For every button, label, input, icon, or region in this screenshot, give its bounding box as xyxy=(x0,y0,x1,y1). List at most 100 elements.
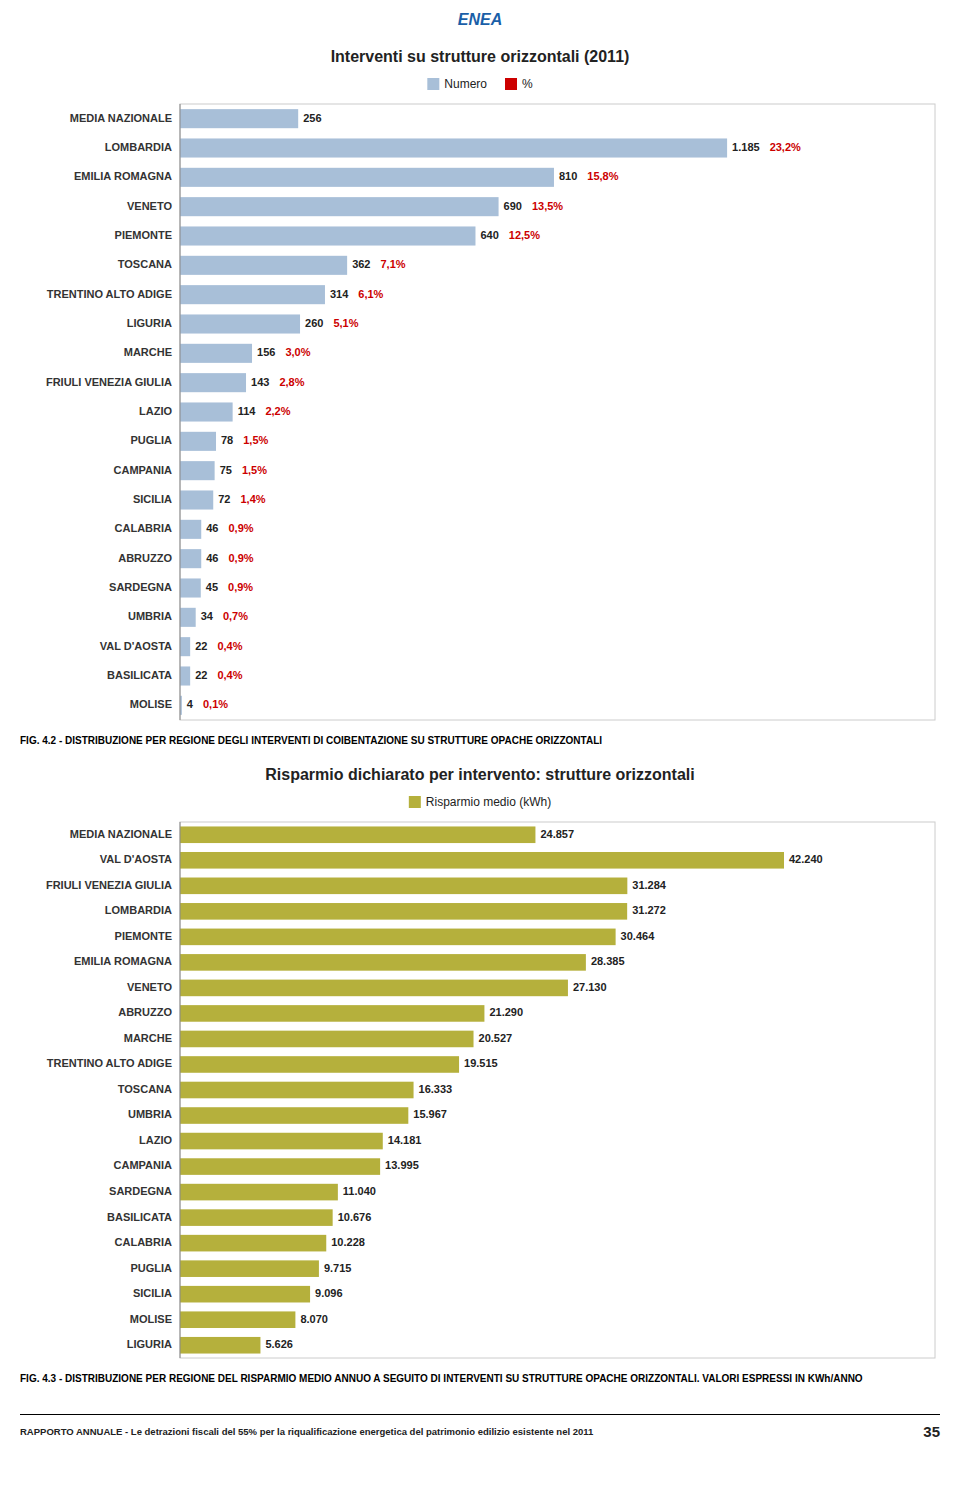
footer-text: RAPPORTO ANNUALE - Le detrazioni fiscali… xyxy=(20,1426,593,1437)
value-label: 27.130 xyxy=(573,981,607,993)
value-label: 22 xyxy=(195,669,207,681)
bar xyxy=(180,1005,484,1022)
category-label: FRIULI VENEZIA GIULIA xyxy=(46,376,172,388)
value-label: 13.995 xyxy=(385,1159,419,1171)
category-label: UMBRIA xyxy=(128,610,172,622)
category-label: CALABRIA xyxy=(115,522,172,534)
value-label: 256 xyxy=(303,112,321,124)
value-label: 24.857 xyxy=(540,828,574,840)
value-label: 75 xyxy=(220,464,232,476)
value-label: 10.228 xyxy=(331,1236,365,1248)
data-labels: 24.85742.24031.28431.27230.46428.38527.1… xyxy=(265,828,822,1350)
value-label: 45 xyxy=(206,581,218,593)
value-label: 9.715 xyxy=(324,1262,352,1274)
value-label: 690 xyxy=(504,200,522,212)
bar xyxy=(180,1031,474,1048)
value-label: 19.515 xyxy=(464,1057,498,1069)
bar xyxy=(180,373,246,392)
value-label: 4 xyxy=(187,698,194,710)
category-label: VAL D'AOSTA xyxy=(100,640,172,652)
category-label: SICILIA xyxy=(133,1287,172,1299)
plot-frame xyxy=(180,104,935,720)
category-label: CAMPANIA xyxy=(114,464,173,476)
category-label: CALABRIA xyxy=(115,1236,172,1248)
category-label: VENETO xyxy=(127,200,172,212)
value-label: 46 xyxy=(206,552,218,564)
value-label: 46 xyxy=(206,522,218,534)
bar xyxy=(180,197,499,216)
category-label: MOLISE xyxy=(130,698,172,710)
bar xyxy=(180,1107,408,1124)
header: ENEA xyxy=(0,0,960,40)
bar xyxy=(180,520,201,539)
bar xyxy=(180,1184,338,1201)
chart-title: Risparmio dichiarato per intervento: str… xyxy=(265,766,694,783)
bar xyxy=(180,490,213,509)
bar xyxy=(180,1286,310,1303)
category-label: MOLISE xyxy=(130,1313,172,1325)
category-label: PUGLIA xyxy=(130,434,172,446)
caption: FIG. 4.2 - DISTRIBUZIONE PER REGIONE DEG… xyxy=(0,730,960,758)
value-label: 260 xyxy=(305,317,323,329)
legend-label: Risparmio medio (kWh) xyxy=(426,795,551,809)
percent-label: 1,5% xyxy=(242,464,267,476)
percent-label: 3,0% xyxy=(285,346,310,358)
axis-line xyxy=(180,822,181,1358)
category-label: FRIULI VENEZIA GIULIA xyxy=(46,879,172,891)
legend: Numero% xyxy=(427,77,533,91)
category-label: VENETO xyxy=(127,981,172,993)
percent-label: 0,4% xyxy=(217,669,242,681)
category-label: TRENTINO ALTO ADIGE xyxy=(47,288,172,300)
category-label: LOMBARDIA xyxy=(105,904,172,916)
value-label: 15.967 xyxy=(413,1108,447,1120)
bar xyxy=(180,954,586,971)
category-label: TOSCANA xyxy=(118,258,172,270)
value-label: 21.290 xyxy=(489,1006,523,1018)
value-label: 22 xyxy=(195,640,207,652)
category-label: UMBRIA xyxy=(128,1108,172,1120)
bar xyxy=(180,432,216,451)
value-label: 9.096 xyxy=(315,1287,343,1299)
value-label: 28.385 xyxy=(591,955,625,967)
category-label: MARCHE xyxy=(124,1032,172,1044)
plot-frame xyxy=(180,822,935,1358)
value-label: 8.070 xyxy=(300,1313,328,1325)
legend-swatch xyxy=(409,796,421,808)
legend-swatch xyxy=(427,78,439,90)
value-label: 42.240 xyxy=(789,853,823,865)
percent-label: 0,7% xyxy=(223,610,248,622)
bar xyxy=(180,929,616,946)
category-label: TOSCANA xyxy=(118,1083,172,1095)
percent-label: 0,9% xyxy=(228,552,253,564)
percent-label: 12,5% xyxy=(509,229,540,241)
value-label: 34 xyxy=(201,610,214,622)
bar xyxy=(180,461,215,480)
bar xyxy=(180,1209,333,1226)
category-label: LIGURIA xyxy=(127,317,172,329)
value-label: 20.527 xyxy=(479,1032,513,1044)
category-label: SARDEGNA xyxy=(109,1185,172,1197)
bar xyxy=(180,826,535,843)
bar xyxy=(180,608,196,627)
legend: Risparmio medio (kWh) xyxy=(409,795,551,809)
category-label: MEDIA NAZIONALE xyxy=(70,828,172,840)
category-label: BASILICATA xyxy=(107,1211,172,1223)
percent-label: 0,1% xyxy=(203,698,228,710)
percent-label: 0,4% xyxy=(217,640,242,652)
bar xyxy=(180,138,727,157)
percent-label: 7,1% xyxy=(380,258,405,270)
bar xyxy=(180,109,298,128)
bar xyxy=(180,878,627,895)
category-label: PUGLIA xyxy=(130,1262,172,1274)
chart: Interventi su strutture orizzontali (201… xyxy=(0,40,960,730)
category-label: BASILICATA xyxy=(107,669,172,681)
bar xyxy=(180,1056,459,1073)
category-label: SARDEGNA xyxy=(109,581,172,593)
percent-label: 13,5% xyxy=(532,200,563,212)
category-label: EMILIA ROMAGNA xyxy=(74,955,172,967)
value-label: 31.284 xyxy=(632,879,667,891)
value-label: 314 xyxy=(330,288,349,300)
bar xyxy=(180,637,190,656)
bar xyxy=(180,1082,414,1099)
category-label: VAL D'AOSTA xyxy=(100,853,172,865)
